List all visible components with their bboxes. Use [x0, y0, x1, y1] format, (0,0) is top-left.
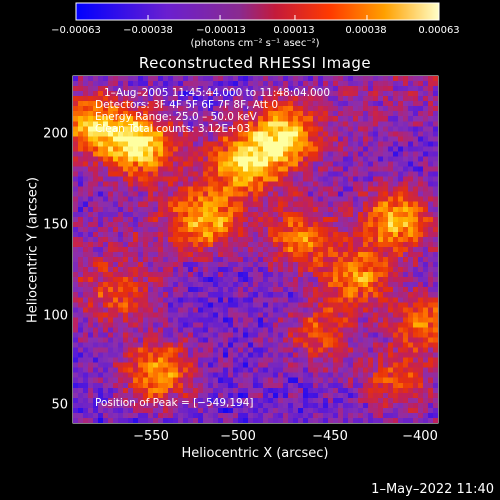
- x-axis-label: Heliocentric X (arcsec): [181, 446, 329, 461]
- colorbar: [75, 2, 440, 21]
- colorbar-fill: [76, 3, 439, 20]
- colorbar-tick-label-0: −0.00063: [51, 25, 101, 36]
- footer-timestamp: 1–May–2022 11:40: [371, 482, 494, 497]
- colorbar-tick-label-3: 0.00013: [273, 25, 315, 36]
- x-tick-label-0: −550: [133, 429, 169, 444]
- y-tick-label-2: 150: [43, 217, 68, 233]
- x-tick-label-1: −500: [220, 429, 256, 444]
- y-tick-label-0: 50: [51, 397, 68, 413]
- colorbar-tick-label-2: −0.00013: [196, 25, 246, 36]
- colorbar-tick-label-1: −0.00038: [123, 25, 173, 36]
- y-tick-label-3: 200: [43, 126, 68, 142]
- colorbar-frame: [75, 2, 440, 21]
- colorbar-ticks: [75, 15, 440, 20]
- colorbar-tick-label-4: 0.00038: [345, 25, 387, 36]
- colorbar-unit-label: (photons cm⁻² s⁻¹ asec⁻²): [190, 38, 320, 49]
- annotation-energy-range: Energy Range: 25.0 – 50.0 keV: [95, 111, 257, 123]
- chart-title: Reconstructed RHESSI Image: [138, 54, 372, 72]
- x-tick-label-2: −450: [312, 429, 348, 444]
- annotation-clean-counts: Clean Total counts: 3.12E+03: [95, 123, 251, 135]
- solar-flare-heatmap: [73, 76, 438, 423]
- y-tick-label-1: 100: [43, 308, 68, 324]
- colorbar-tick-label-5: 0.00063: [418, 25, 460, 36]
- annotation-peak-position: Position of Peak = [−549,194]: [95, 397, 254, 409]
- x-tick-label-3: −400: [402, 429, 438, 444]
- y-axis-label: Heliocentric Y (arcsec): [25, 177, 41, 323]
- annotation-time-range: 1–Aug–2005 11:45:44.000 to 11:48:04.000: [104, 87, 331, 99]
- annotation-detectors: Detectors: 3F 4F 5F 6F 7F 8F, Att 0: [95, 99, 279, 111]
